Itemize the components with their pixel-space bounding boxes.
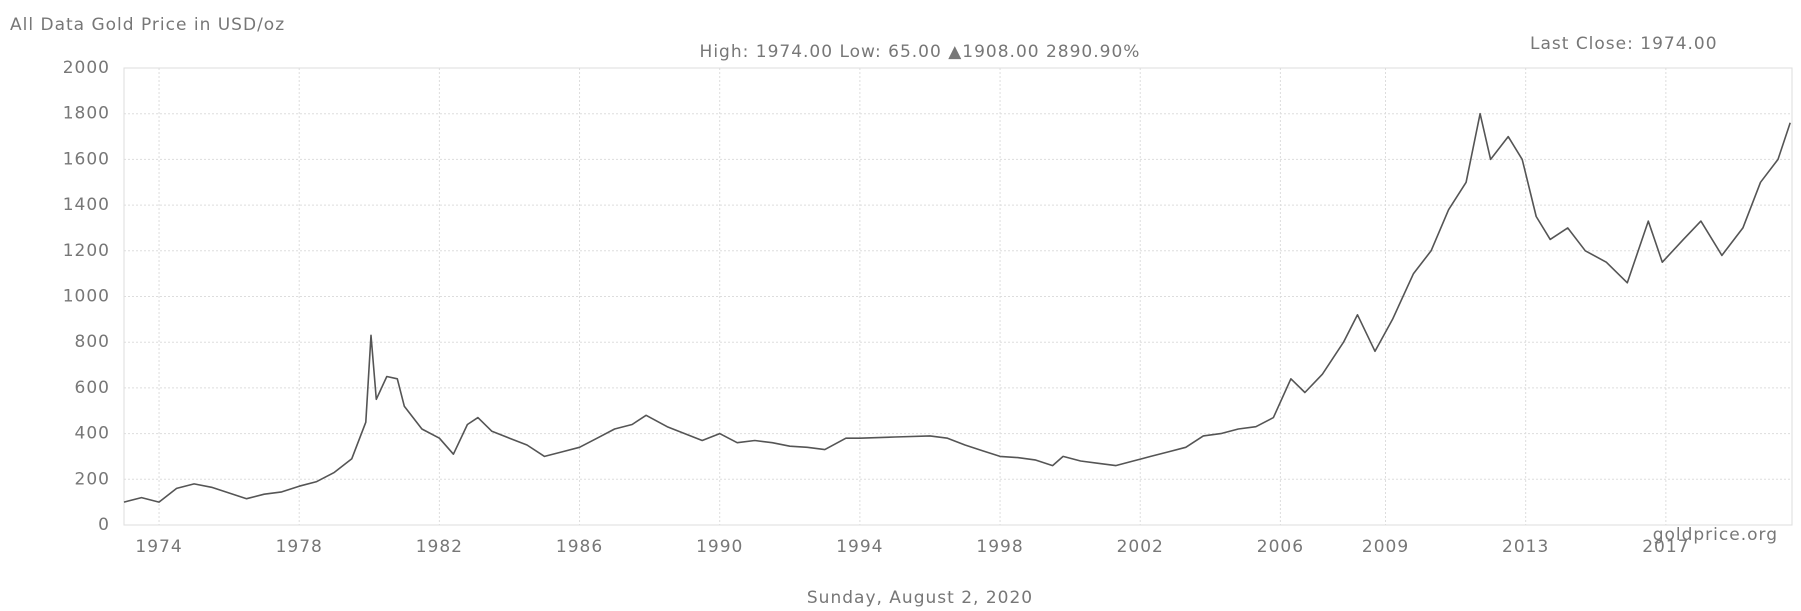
y-tick-label: 1400 (63, 195, 110, 215)
x-tick-label: 1990 (696, 537, 743, 557)
x-tick-label: 1998 (976, 537, 1023, 557)
x-tick-label: 2009 (1362, 537, 1409, 557)
x-tick-label: 1982 (416, 537, 463, 557)
chart-subtitle: High: 1974.00 Low: 65.00 ▲1908.00 2890.9… (700, 42, 1141, 62)
y-tick-label: 800 (75, 332, 110, 352)
date-label: Sunday, August 2, 2020 (807, 588, 1033, 608)
x-tick-label: 2006 (1257, 537, 1304, 557)
x-tick-label: 1978 (276, 537, 323, 557)
price-line (123, 112, 1791, 503)
y-tick-label: 2000 (63, 58, 110, 78)
y-tick-label: 1800 (63, 104, 110, 124)
last-close: Last Close: 1974.00 (1530, 34, 1718, 54)
watermark: goldprice.org (1653, 525, 1778, 545)
x-tick-label: 1986 (556, 537, 603, 557)
y-tick-label: 600 (75, 378, 110, 398)
chart-title: All Data Gold Price in USD/oz (10, 15, 285, 35)
x-tick-label: 2002 (1117, 537, 1164, 557)
x-tick-label: 1974 (135, 537, 182, 557)
y-tick-label: 1200 (63, 241, 110, 261)
x-tick-label: 2017 (1642, 537, 1689, 557)
x-tick-label: 1994 (836, 537, 883, 557)
y-tick-label: 0 (98, 515, 110, 535)
x-tick-label: 2013 (1502, 537, 1549, 557)
y-tick-label: 1600 (63, 149, 110, 169)
y-tick-label: 400 (75, 424, 110, 444)
y-tick-label: 200 (75, 469, 110, 489)
y-tick-label: 1000 (63, 287, 110, 307)
